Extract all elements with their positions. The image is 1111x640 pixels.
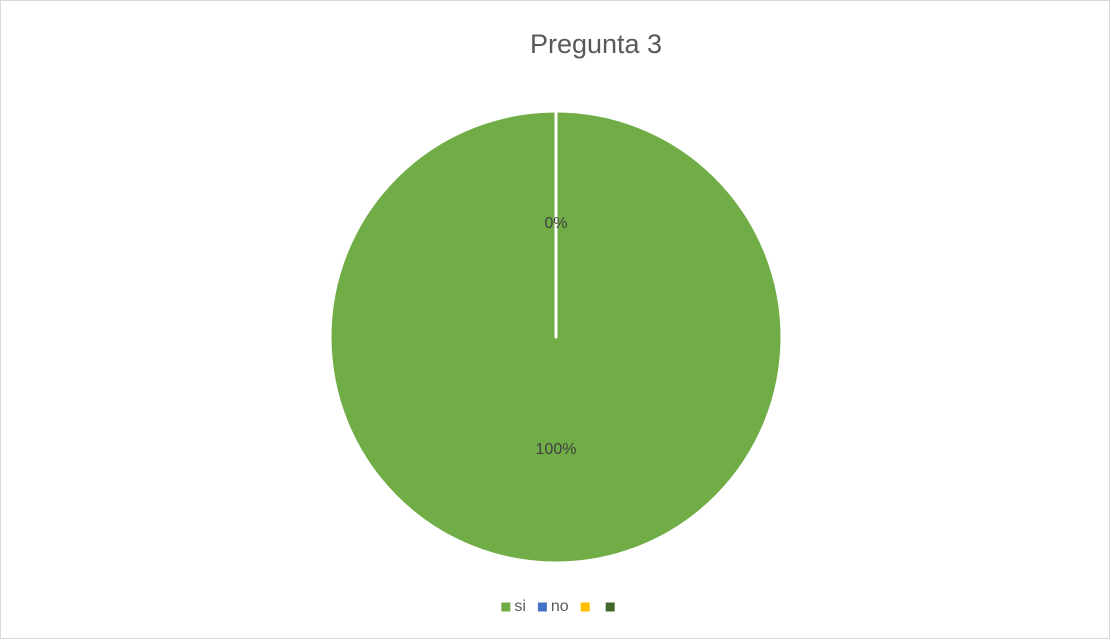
chart-title: Pregunta 3 — [530, 29, 662, 59]
legend-swatch — [501, 602, 511, 612]
legend-label: si — [514, 598, 526, 615]
legend-label: no — [551, 598, 569, 615]
data-label: 0% — [544, 215, 567, 232]
pie: 100% 0% — [328, 109, 784, 565]
legend: si no — [501, 598, 615, 615]
data-label: 100% — [536, 441, 577, 458]
legend-swatch — [537, 602, 547, 612]
legend-swatch — [605, 602, 615, 612]
legend-swatch — [580, 602, 590, 612]
